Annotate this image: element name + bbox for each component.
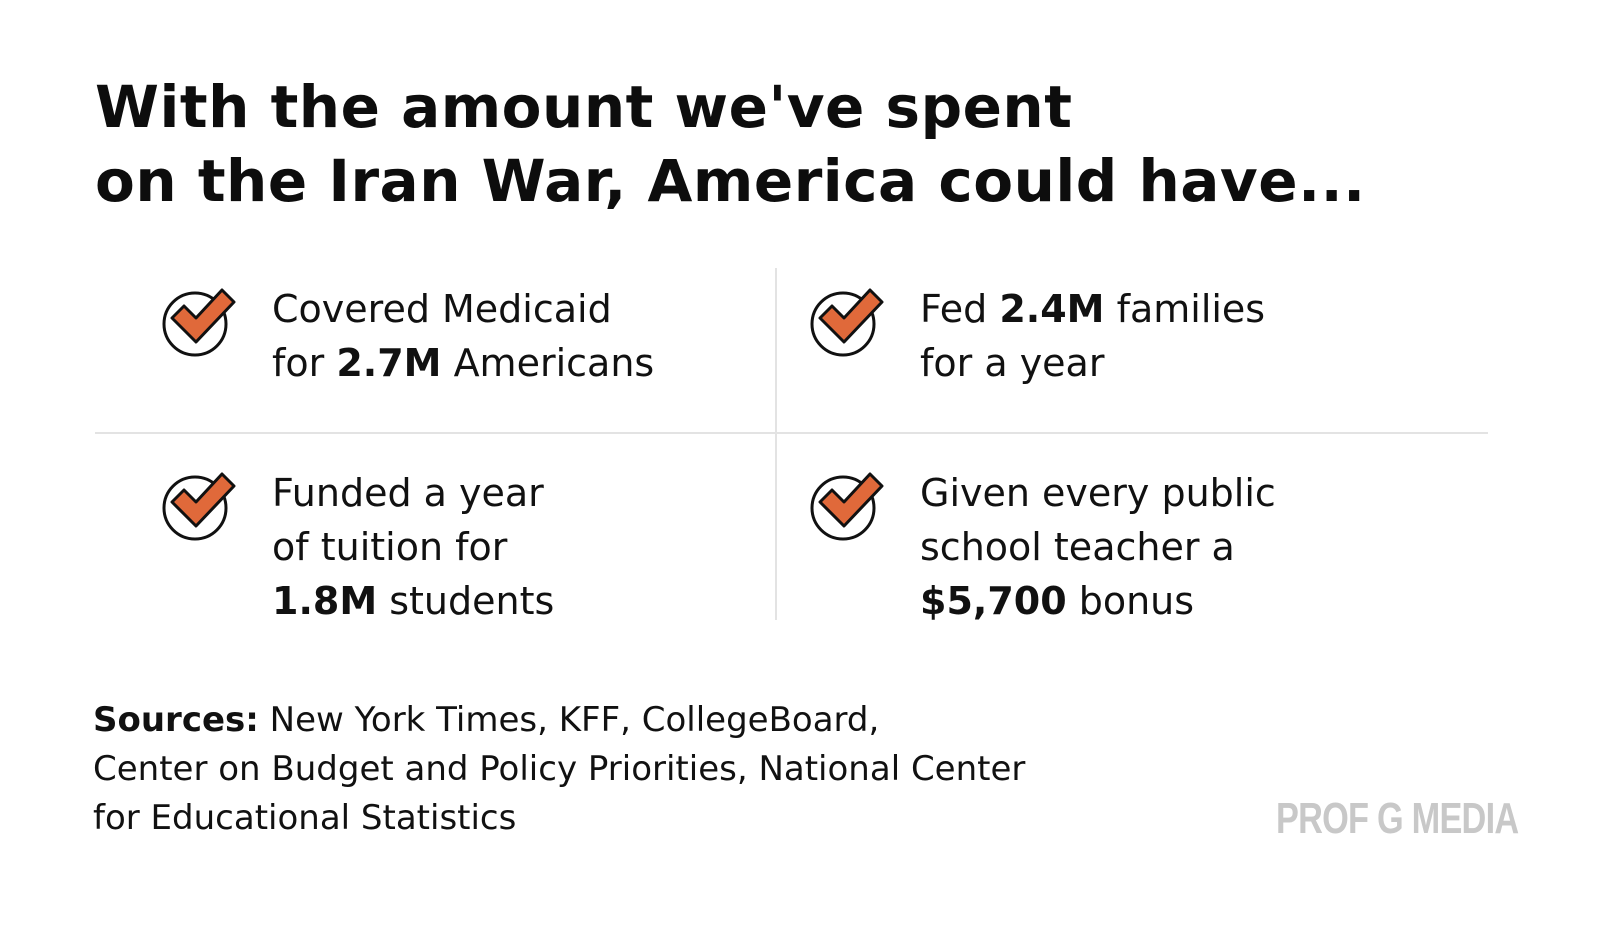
benefit-line: Funded a year: [272, 471, 544, 515]
benefit-line: Covered Medicaid: [272, 287, 612, 331]
benefit-text: Covered Medicaid for 2.7M Americans: [272, 282, 792, 390]
benefit-text: Given every public school teacher a $5,7…: [920, 466, 1440, 628]
check-circle-icon: [808, 282, 888, 362]
benefit-line: Given every public: [920, 471, 1276, 515]
brand-logo: PROF G MEDIA: [1276, 794, 1519, 843]
benefit-text: Fed 2.4M families for a year: [920, 282, 1440, 390]
benefit-text: Funded a year of tuition for 1.8M studen…: [272, 466, 792, 628]
highlight-value: 2.7M: [336, 341, 442, 385]
highlight-value: $5,700: [920, 579, 1067, 623]
title-line-1: With the amount we've spent: [95, 73, 1073, 141]
sources-line: Sources: New York Times, KFF, CollegeBoa…: [93, 700, 880, 740]
highlight-value: 2.4M: [999, 287, 1105, 331]
benefit-line: 1.8M students: [272, 579, 555, 623]
sources-line: for Educational Statistics: [93, 798, 517, 838]
sources-label: Sources:: [93, 700, 259, 740]
sources-line: Center on Budget and Policy Priorities, …: [93, 749, 1026, 789]
check-circle-icon: [160, 466, 240, 546]
benefit-line: Fed 2.4M families: [920, 287, 1266, 331]
benefit-line: for a year: [920, 341, 1105, 385]
benefits-grid: [95, 268, 1488, 620]
check-circle-icon: [808, 466, 888, 546]
check-circle-icon: [160, 282, 240, 362]
highlight-value: 1.8M: [272, 579, 378, 623]
vertical-divider: [775, 268, 777, 620]
benefit-line: of tuition for: [272, 525, 508, 569]
horizontal-divider: [95, 432, 1488, 434]
benefit-line: $5,700 bonus: [920, 579, 1195, 623]
title-line-2: on the Iran War, America could have...: [95, 147, 1366, 215]
benefit-line: for 2.7M Americans: [272, 341, 655, 385]
sources-note: Sources: New York Times, KFF, CollegeBoa…: [93, 696, 1243, 843]
benefit-line: school teacher a: [920, 525, 1235, 569]
page-title: With the amount we've spent on the Iran …: [95, 70, 1515, 218]
